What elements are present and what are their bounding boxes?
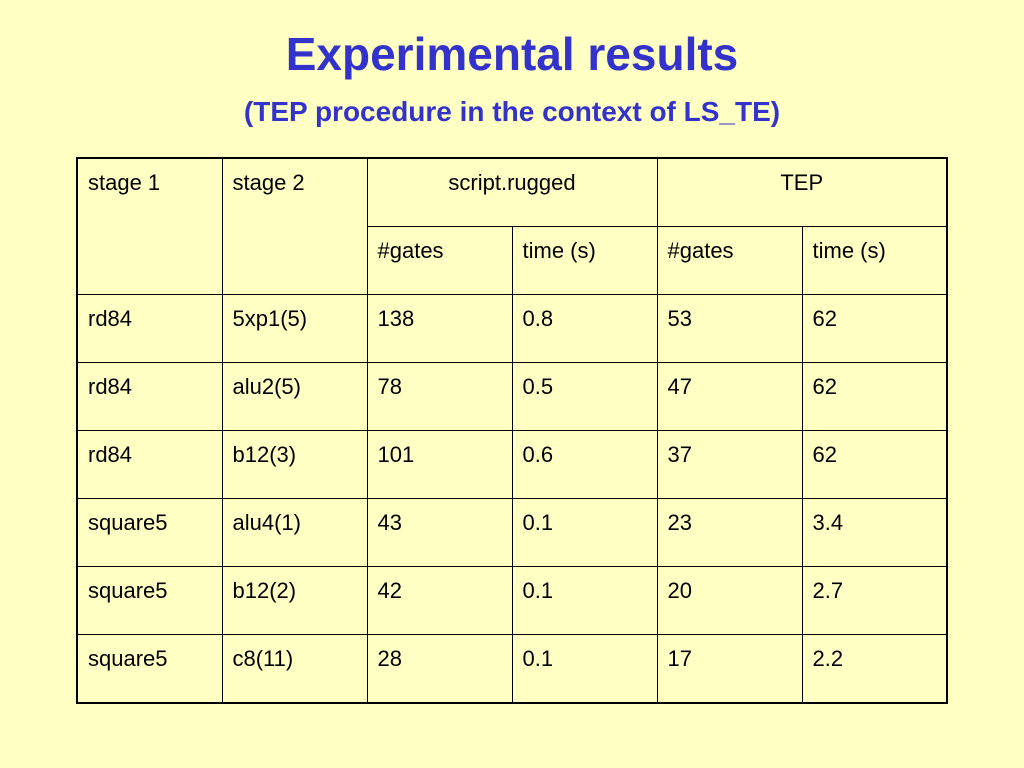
cell: 0.6: [511, 430, 658, 499]
header-cell: stage 1: [76, 157, 223, 295]
cell: rd84: [76, 294, 223, 363]
header-cell: time (s): [801, 226, 948, 295]
subtitle: (TEP procedure in the context of LS_TE): [243, 96, 781, 127]
cell: rd84: [76, 430, 223, 499]
cell: 42: [366, 566, 513, 635]
cell: 28: [366, 634, 513, 704]
header-cell: script.rugged: [366, 157, 658, 227]
cell: 43: [366, 498, 513, 567]
cell: 62: [801, 430, 948, 499]
cell: 0.8: [511, 294, 658, 363]
header-cell: TEP: [656, 157, 948, 227]
header-row: stage 1 stage 2 script.rugged TEP: [76, 157, 948, 295]
results-table: stage 1 stage 2 script.rugged TEP #gates time…: [76, 157, 948, 704]
data-row: square5 c8(11) 28 0.1 17 2.2: [76, 634, 948, 704]
cell: 78: [366, 362, 513, 431]
cell: 3.4: [801, 498, 948, 567]
cell: 62: [801, 362, 948, 431]
cell: square5: [76, 566, 223, 635]
cell: 0.1: [511, 498, 658, 567]
data-row: rd84 b12(3) 101 0.6 37 62: [76, 430, 948, 499]
cell: 17: [656, 634, 803, 704]
header-cell: #gates: [656, 226, 803, 295]
cell: 23: [656, 498, 803, 567]
cell: 20: [656, 566, 803, 635]
cell: square5: [76, 634, 223, 704]
cell: 0.1: [511, 634, 658, 704]
cell: b12(2): [221, 566, 368, 635]
cell: 138: [366, 294, 513, 363]
cell: 0.1: [511, 566, 658, 635]
cell: c8(11): [221, 634, 368, 704]
cell: 62: [801, 294, 948, 363]
cell: b12(3): [221, 430, 368, 499]
cell: 5xp1(5): [221, 294, 368, 363]
header-cell: #gates: [366, 226, 513, 295]
cell: 47: [656, 362, 803, 431]
cell: 53: [656, 294, 803, 363]
header-cell: stage 2: [221, 157, 368, 295]
cell: square5: [76, 498, 223, 567]
title: Experimental results: [285, 28, 739, 80]
cell: 101: [366, 430, 513, 499]
data-row: square5 alu4(1) 43 0.1 23 3.4: [76, 498, 948, 567]
cell: 37: [656, 430, 803, 499]
data-row: rd84 5xp1(5) 138 0.8 53 62: [76, 294, 948, 363]
data-row: square5 b12(2) 42 0.1 20 2.7: [76, 566, 948, 635]
cell: 2.7: [801, 566, 948, 635]
data-row: rd84 alu2(5) 78 0.5 47 62: [76, 362, 948, 431]
cell: 0.5: [511, 362, 658, 431]
cell: 2.2: [801, 634, 948, 704]
header-cell: time (s): [511, 226, 658, 295]
cell: rd84: [76, 362, 223, 431]
cell: alu2(5): [221, 362, 368, 431]
cell: alu4(1): [221, 498, 368, 567]
